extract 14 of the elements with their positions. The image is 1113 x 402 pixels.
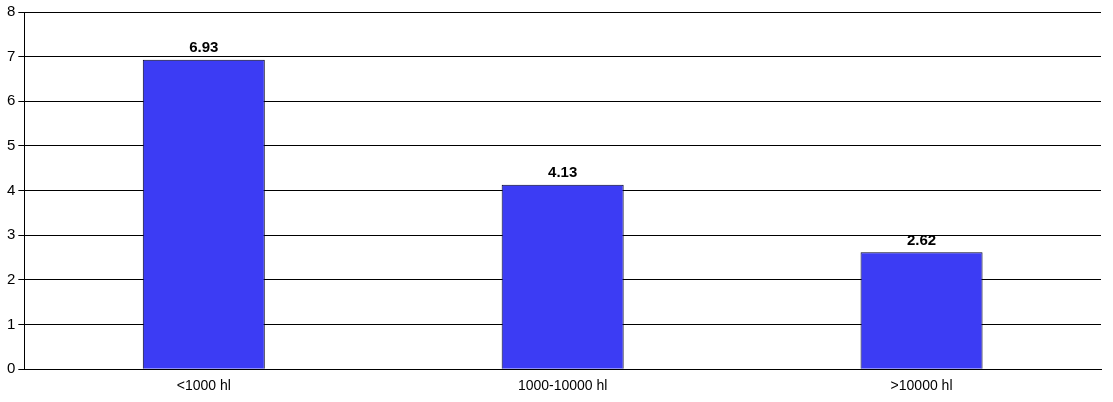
y-tick-label: 5 — [7, 136, 16, 154]
x-tick-label: <1000 hl — [176, 377, 231, 394]
y-tick-label: 6 — [7, 91, 16, 109]
y-tick-label: 0 — [7, 359, 16, 377]
y-tick-label: 3 — [7, 225, 16, 243]
x-tick-label: >10000 hl — [890, 377, 953, 394]
y-tick-label: 8 — [7, 2, 16, 20]
y-tick-label: 1 — [7, 314, 16, 332]
data-label: 4.13 — [548, 163, 578, 181]
x-tick-label: 1000-10000 hl — [517, 377, 608, 394]
y-tick-label: 2 — [7, 270, 16, 288]
y-tick-label: 7 — [7, 46, 16, 64]
data-label: 6.93 — [189, 38, 219, 56]
y-tick-label: 4 — [7, 180, 16, 198]
